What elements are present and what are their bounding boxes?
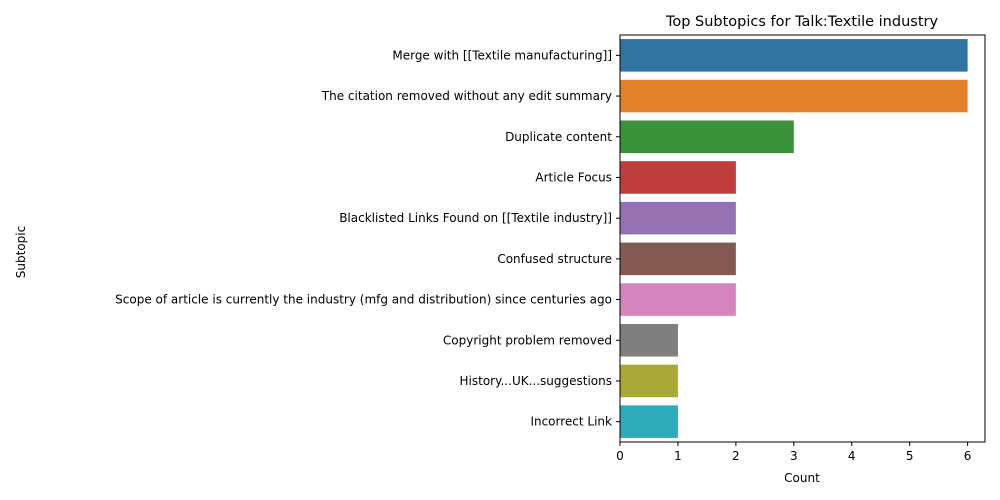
y-tick-label: Duplicate content — [505, 130, 612, 144]
bar-3 — [620, 120, 794, 154]
x-tick-label: 2 — [732, 449, 740, 463]
x-tick-label: 0 — [616, 449, 624, 463]
bar-1 — [620, 39, 968, 72]
bars-group — [620, 39, 968, 438]
y-tick-label: Copyright problem removed — [443, 333, 612, 347]
y-tick-label: Merge with [[Textile manufacturing]] — [392, 48, 612, 62]
x-axis-title: Count — [784, 471, 820, 485]
plot-frame — [619, 34, 986, 443]
x-tick-label: 1 — [674, 449, 682, 463]
bar-9 — [620, 364, 678, 398]
bar-7 — [620, 283, 736, 316]
y-tick-label: Confused structure — [497, 252, 612, 266]
y-tick-label: Scope of article is currently the indust… — [115, 293, 612, 307]
x-tick-label: 3 — [790, 449, 798, 463]
bar-6 — [620, 242, 736, 276]
y-tick-label: Article Focus — [535, 170, 612, 184]
bar-4 — [620, 161, 736, 194]
y-tick-label: Incorrect Link — [530, 415, 612, 429]
y-tick-label: The citation removed without any edit su… — [321, 89, 612, 103]
x-ticks: 0 1 2 3 4 5 6 — [616, 442, 971, 463]
y-axis-title: Subtopic — [14, 226, 28, 278]
x-tick-label: 5 — [906, 449, 914, 463]
y-tick-labels: Merge with [[Textile manufacturing]] The … — [115, 48, 620, 429]
x-tick-label: 4 — [848, 449, 856, 463]
chart-title: Top Subtopics for Talk:Textile industry — [665, 14, 939, 30]
bar-5 — [620, 201, 736, 235]
y-tick-label: History...UK...suggestions — [460, 374, 612, 388]
bar-10 — [620, 405, 678, 438]
bar-2 — [620, 79, 968, 113]
y-tick-label: Blacklisted Links Found on [[Textile ind… — [339, 211, 612, 225]
x-tick-label: 6 — [964, 449, 972, 463]
bar-8 — [620, 323, 678, 357]
